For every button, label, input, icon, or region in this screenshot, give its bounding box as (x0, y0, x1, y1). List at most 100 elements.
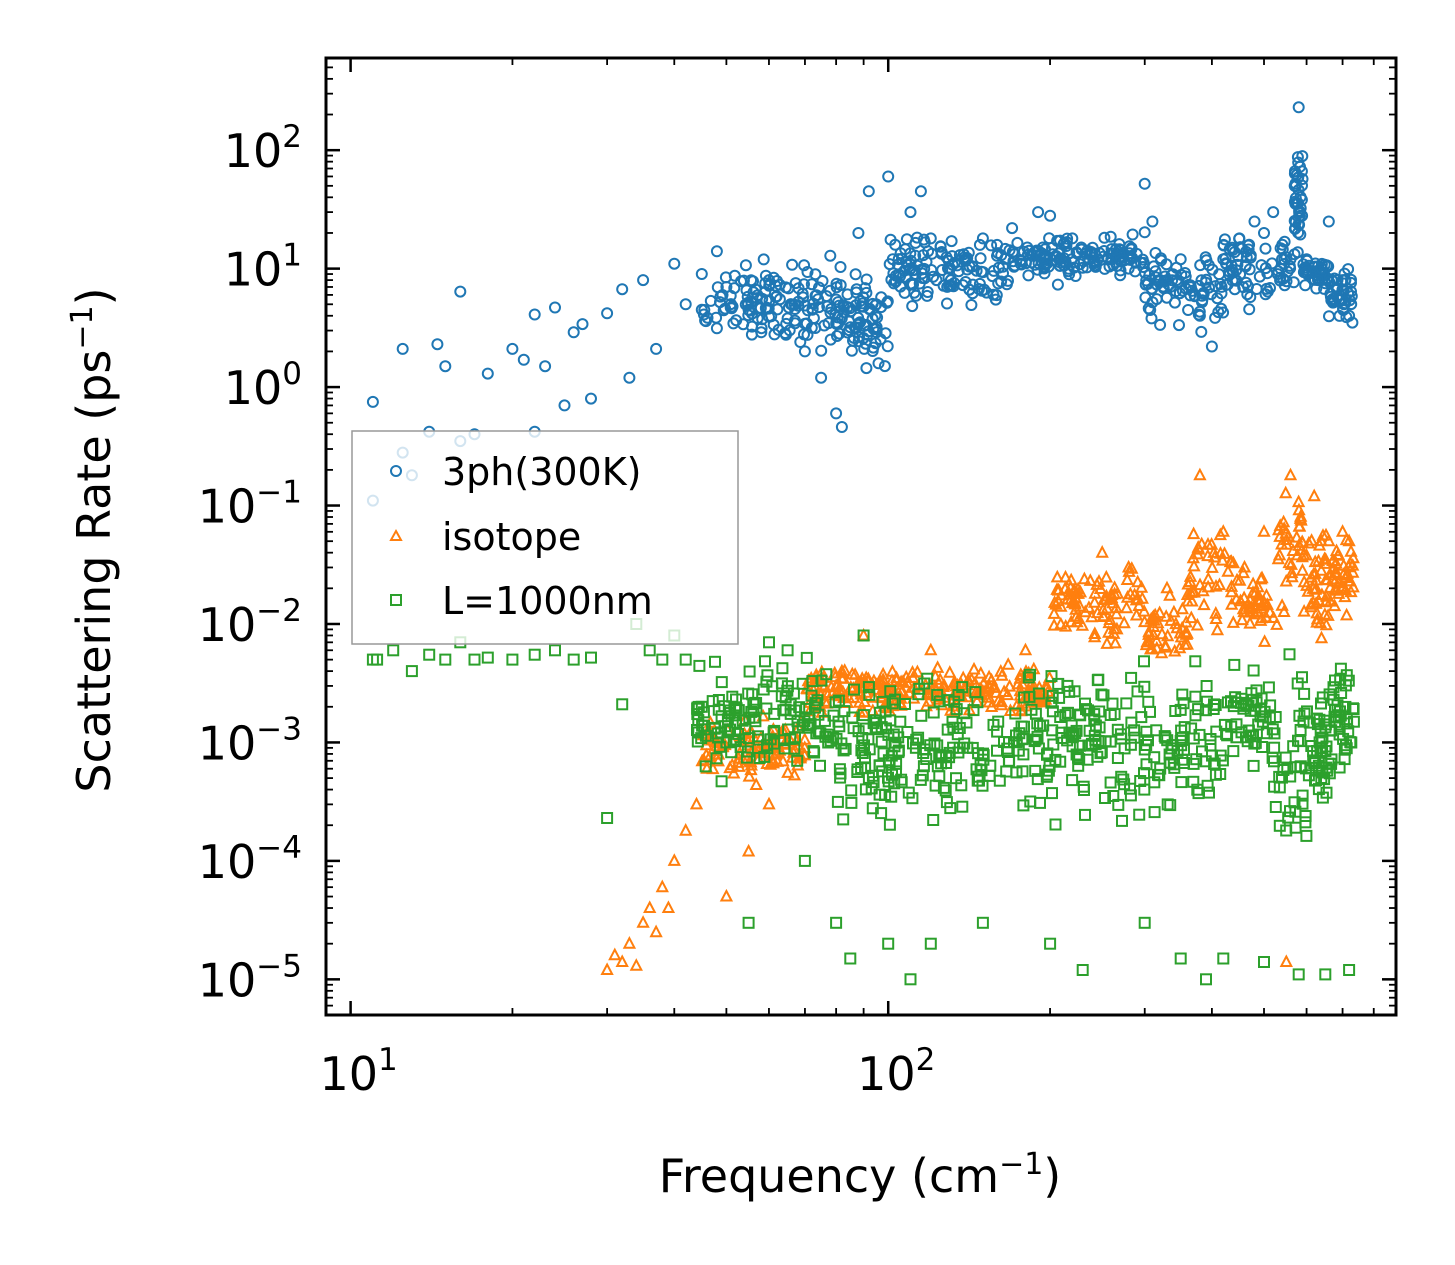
point-l-1000nm-20 (757, 683, 770, 696)
point-l-1000nm-300 (1031, 717, 1044, 730)
point-l-1000nm-508 (1175, 724, 1188, 737)
point-3ph-300k--469 (1019, 257, 1032, 270)
point-l-1000nm-250 (1018, 691, 1031, 704)
point-3ph-300k--815 (976, 232, 989, 245)
point-isotope-358 (1077, 571, 1092, 585)
point-3ph-300k--311 (973, 277, 986, 290)
point-isotope-592 (1273, 518, 1287, 531)
point-isotope-680 (1339, 570, 1353, 583)
point-3ph-300k--773 (454, 285, 467, 298)
point-isotope-430 (1096, 609, 1111, 622)
point-3ph-300k--754 (1338, 267, 1351, 280)
point-3ph-300k--289 (887, 267, 900, 280)
legend: 3ph(300K) isotope L=1000nm (351, 430, 739, 645)
point-3ph-300k--182 (872, 357, 885, 370)
point-l-1000nm-251 (993, 774, 1006, 787)
point-l-1000nm-514 (1187, 757, 1200, 770)
point-isotope-609 (1319, 588, 1334, 602)
point-isotope-462 (1142, 627, 1156, 640)
legend-label-3ph: 3ph(300K) (442, 450, 641, 494)
point-l-1000nm-307 (895, 776, 908, 789)
point-3ph-300k--130 (745, 274, 758, 287)
plot-frame (324, 56, 1398, 1017)
point-l-1000nm-322 (886, 768, 898, 781)
point-isotope-365 (1090, 605, 1105, 619)
point-l-1000nm-81 (710, 752, 723, 765)
point-3ph-300k--122 (749, 283, 762, 296)
point-3ph-300k--482 (1021, 248, 1034, 261)
point-isotope-414 (1132, 598, 1146, 611)
point-isotope-515 (1226, 615, 1240, 628)
point-isotope-467 (1150, 640, 1164, 654)
point-3ph-300k--724 (1315, 262, 1328, 275)
point-isotope-447 (1168, 643, 1182, 657)
point-l-1000nm-312 (856, 732, 869, 744)
point-3ph-300k--820 (1086, 241, 1099, 254)
point-3ph-300k--202 (860, 273, 873, 286)
point-l-1000nm-677 (1347, 703, 1360, 715)
point-isotope-122 (1013, 683, 1027, 697)
point-l-1000nm-395 (1200, 680, 1213, 692)
point-l-1000nm-76 (709, 655, 721, 668)
point-l-1000nm-443 (1161, 798, 1174, 811)
point-isotope-464 (1170, 620, 1184, 634)
point-l-1000nm-682 (1338, 743, 1351, 756)
point-isotope-709 (1095, 545, 1109, 558)
point-isotope-678 (1327, 598, 1342, 612)
point-3ph-300k--83 (849, 268, 862, 281)
point-3ph-300k--425 (1069, 270, 1082, 282)
point-isotope-531 (1257, 634, 1272, 647)
point-l-1000nm-586 (1299, 816, 1312, 829)
point-isotope-559 (1237, 590, 1251, 604)
point-isotope-321 (950, 686, 965, 700)
point-isotope-693 (649, 924, 663, 938)
point-l-1000nm-346 (917, 760, 930, 773)
point-l-1000nm-327 (972, 770, 985, 783)
point-3ph-300k--781 (539, 360, 552, 373)
point-isotope-96 (773, 743, 787, 756)
point-3ph-300k--150 (830, 293, 843, 306)
point-isotope-565 (1229, 591, 1244, 605)
point-isotope-686 (600, 962, 614, 975)
point-l-1000nm-361 (1138, 767, 1150, 780)
point-isotope-422 (1131, 591, 1145, 605)
point-isotope-579 (1295, 549, 1309, 563)
point-3ph-300k--119 (832, 317, 845, 330)
point-3ph-300k--639 (1217, 239, 1230, 252)
y-tick-labels: 102 101 100 10−1 10−2 10−3 10−4 10−5 (198, 119, 302, 1007)
point-isotope-350 (1131, 574, 1145, 588)
point-3ph-300k--805 (852, 227, 865, 239)
point-3ph-300k--812 (924, 232, 937, 245)
point-3ph-300k--546 (1212, 306, 1225, 319)
point-isotope-232 (905, 665, 920, 678)
point-isotope-454 (1161, 628, 1175, 642)
point-l-1000nm-519 (1228, 658, 1241, 671)
point-3ph-300k--529 (1154, 318, 1167, 331)
point-3ph-300k--531 (1215, 302, 1228, 315)
point-l-1000nm-110 (800, 702, 813, 715)
point-l-1000nm-552 (1248, 737, 1261, 750)
point-isotope-561 (1270, 617, 1284, 630)
point-isotope-644 (1309, 581, 1323, 594)
point-l-1000nm-581 (1279, 751, 1292, 764)
point-l-1000nm-366 (1073, 739, 1086, 752)
point-3ph-300k--374 (1098, 231, 1111, 244)
point-l-1000nm-484 (1163, 748, 1176, 761)
point-isotope-713 (1216, 524, 1230, 537)
point-l-1000nm-564 (1235, 726, 1248, 739)
point-3ph-300k--767 (396, 342, 409, 355)
point-l-1000nm-427 (1144, 705, 1156, 718)
point-3ph-300k--635 (1239, 260, 1252, 273)
point-l-1000nm-638 (1312, 783, 1325, 796)
point-l-1000nm-325 (866, 802, 879, 815)
point-l-1000nm-701 (616, 698, 629, 711)
point-isotope-340 (921, 687, 935, 701)
point-3ph-300k--166 (757, 253, 770, 266)
point-l-1000nm-505 (1094, 747, 1107, 760)
point-l-1000nm-261 (832, 715, 845, 728)
point-3ph-300k--631 (1253, 270, 1266, 283)
point-l-1000nm-105 (749, 715, 762, 728)
point-isotope-323 (982, 669, 996, 683)
point-l-1000nm-74 (818, 714, 831, 727)
point-l-1000nm-221 (927, 814, 940, 826)
